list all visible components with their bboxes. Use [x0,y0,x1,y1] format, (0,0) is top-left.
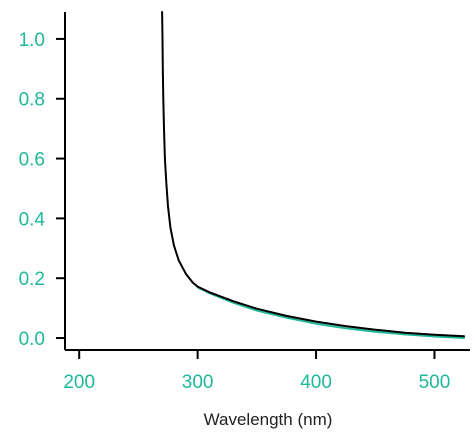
x-tick-label: 400 [300,372,332,393]
y-tick-label: 0.6 [19,150,45,171]
y-tick-label: 0.0 [19,329,45,350]
series-layer [161,11,466,339]
y-tick-label: 0.8 [19,90,45,111]
y-tick-label: 0.2 [19,269,45,290]
x-tick-label: 300 [182,372,214,393]
axis-layer: 0.0 0.2 0.4 0.6 0.8 1.0 200 300 400 500 [19,12,470,393]
series-line-2 [161,11,466,338]
y-tick-label: 0.4 [19,209,46,230]
x-axis-title: Wavelength (nm) [204,410,333,429]
series-line-1 [196,286,466,339]
y-tick-label: 1.0 [19,30,45,51]
x-tick-label: 500 [419,372,451,393]
x-tick-label: 200 [63,372,95,393]
